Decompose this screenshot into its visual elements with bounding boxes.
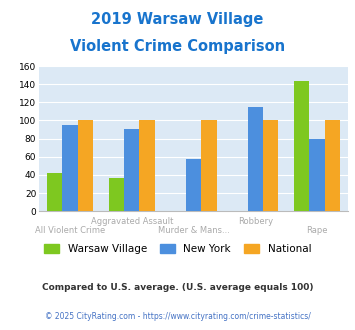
Bar	[186, 159, 201, 211]
Text: 2019 Warsaw Village: 2019 Warsaw Village	[91, 12, 264, 27]
Bar	[247, 107, 263, 211]
Text: Robbery: Robbery	[238, 217, 273, 226]
Bar	[294, 81, 309, 211]
Legend: Warsaw Village, New York, National: Warsaw Village, New York, National	[40, 240, 315, 258]
Text: © 2025 CityRating.com - https://www.cityrating.com/crime-statistics/: © 2025 CityRating.com - https://www.city…	[45, 312, 310, 321]
Text: Rape: Rape	[306, 226, 328, 235]
Text: Violent Crime Comparison: Violent Crime Comparison	[70, 39, 285, 54]
Text: Murder & Mans...: Murder & Mans...	[158, 226, 229, 235]
Bar	[62, 125, 78, 211]
Bar	[263, 120, 278, 211]
Bar	[140, 120, 155, 211]
Bar	[309, 139, 325, 211]
Text: All Violent Crime: All Violent Crime	[35, 226, 105, 235]
Text: Aggravated Assault: Aggravated Assault	[91, 217, 173, 226]
Bar	[109, 178, 124, 211]
Bar	[325, 120, 340, 211]
Bar	[78, 120, 93, 211]
Bar	[124, 129, 140, 211]
Bar	[201, 120, 217, 211]
Bar	[47, 173, 62, 211]
Text: Compared to U.S. average. (U.S. average equals 100): Compared to U.S. average. (U.S. average …	[42, 282, 313, 292]
